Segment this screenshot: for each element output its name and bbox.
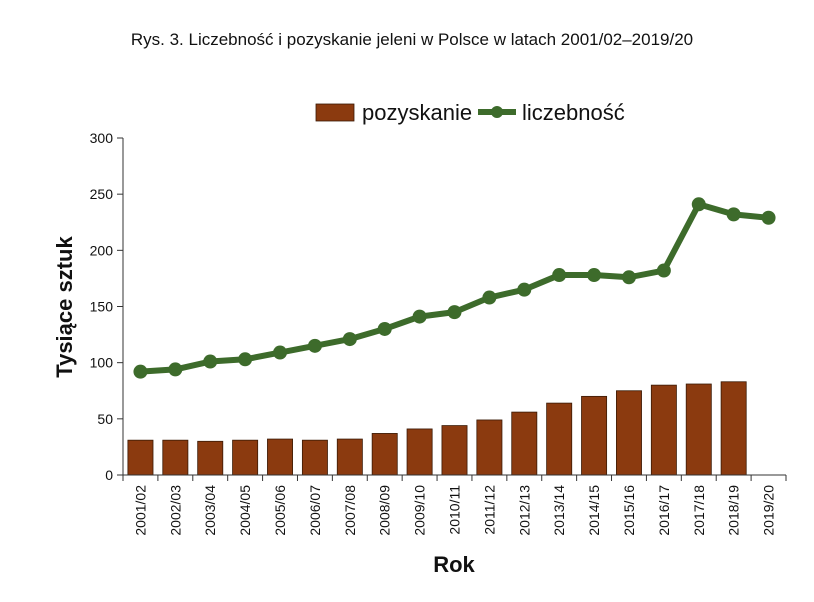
bar-pozyskanie-8 bbox=[406, 428, 433, 476]
bar-pozyskanie-6 bbox=[336, 438, 363, 476]
y-tick-label-0: 0 bbox=[105, 467, 113, 483]
y-tick-label-250: 250 bbox=[90, 186, 114, 202]
y-tick-label-150: 150 bbox=[90, 299, 114, 315]
bar-pozyskanie-1 bbox=[162, 439, 189, 476]
x-tick-label-14: 2015/16 bbox=[621, 485, 637, 536]
point-liczebnosc-3 bbox=[238, 352, 253, 367]
x-tick-label-10: 2011/12 bbox=[481, 485, 497, 535]
chart-title: Rys. 3. Liczebność i pozyskanie jeleni w… bbox=[131, 30, 693, 49]
legend: pozyskanie liczebność bbox=[315, 100, 625, 125]
x-tick-label-13: 2014/15 bbox=[586, 485, 602, 536]
bar-pozyskanie-3 bbox=[232, 439, 259, 476]
point-liczebnosc-1 bbox=[168, 362, 183, 377]
legend-marker-liczebnosc bbox=[491, 106, 503, 118]
point-liczebnosc-13 bbox=[587, 268, 602, 283]
bar-pozyskanie-12 bbox=[546, 402, 573, 476]
point-liczebnosc-5 bbox=[307, 338, 322, 353]
bar-pozyskanie-2 bbox=[197, 440, 224, 476]
point-liczebnosc-4 bbox=[273, 345, 288, 360]
point-liczebnosc-14 bbox=[621, 270, 636, 285]
legend-label-pozyskanie: pozyskanie bbox=[362, 100, 472, 125]
point-liczebnosc-0 bbox=[133, 364, 148, 379]
y-tick-label-100: 100 bbox=[90, 355, 114, 371]
point-liczebnosc-18 bbox=[761, 210, 776, 225]
bar-pozyskanie-9 bbox=[441, 425, 468, 476]
x-tick-label-3: 2004/05 bbox=[237, 485, 253, 536]
x-tick-label-16: 2017/18 bbox=[691, 485, 707, 536]
x-tick-label-11: 2012/13 bbox=[516, 485, 532, 536]
y-axis-title: Tysiące sztuk bbox=[52, 236, 77, 378]
point-liczebnosc-9 bbox=[447, 305, 462, 320]
bar-pozyskanie-15 bbox=[650, 384, 677, 476]
y-tick-label-50: 50 bbox=[97, 411, 113, 427]
point-liczebnosc-2 bbox=[203, 354, 218, 369]
bar-pozyskanie-10 bbox=[476, 419, 503, 476]
bar-pozyskanie-4 bbox=[267, 438, 293, 476]
y-axis-ticks: 0 50 100 150 200 250 300 bbox=[90, 130, 123, 483]
point-liczebnosc-12 bbox=[552, 268, 567, 283]
point-liczebnosc-6 bbox=[342, 332, 357, 347]
point-liczebnosc-10 bbox=[482, 290, 497, 305]
x-tick-label-17: 2018/19 bbox=[726, 485, 742, 536]
x-tick-label-2: 2003/04 bbox=[202, 485, 218, 536]
x-axis-title: Rok bbox=[433, 552, 475, 577]
line-liczebnosc bbox=[140, 201, 769, 375]
x-tick-label-12: 2013/14 bbox=[551, 485, 567, 536]
point-liczebnosc-17 bbox=[726, 207, 741, 222]
bar-pozyskanie-11 bbox=[511, 411, 538, 476]
x-tick-label-1: 2002/03 bbox=[167, 485, 183, 536]
point-liczebnosc-7 bbox=[377, 321, 392, 336]
y-tick-label-300: 300 bbox=[90, 130, 114, 146]
bar-series bbox=[127, 381, 747, 476]
bar-pozyskanie-16 bbox=[685, 383, 712, 476]
x-tick-label-5: 2006/07 bbox=[307, 485, 323, 536]
x-tick-label-0: 2001/02 bbox=[132, 485, 148, 536]
bar-pozyskanie-0 bbox=[127, 439, 154, 476]
x-tick-label-4: 2005/06 bbox=[272, 485, 288, 536]
axes bbox=[122, 138, 786, 476]
point-liczebnosc-16 bbox=[691, 197, 706, 212]
x-tick-label-9: 2010/11 bbox=[447, 485, 463, 535]
bar-pozyskanie-17 bbox=[720, 381, 747, 476]
y-tick-label-200: 200 bbox=[90, 242, 114, 258]
x-tick-label-7: 2008/09 bbox=[377, 485, 393, 536]
x-tick-label-18: 2019/20 bbox=[761, 485, 777, 536]
line-series bbox=[133, 197, 776, 379]
point-liczebnosc-8 bbox=[412, 309, 427, 324]
bar-pozyskanie-13 bbox=[581, 395, 608, 476]
x-axis-ticks: 2001/02 2002/03 2003/04 2004/05 2005/06 2006/… bbox=[122, 475, 787, 536]
point-liczebnosc-15 bbox=[656, 263, 671, 278]
bar-pozyskanie-5 bbox=[301, 439, 328, 476]
legend-swatch-pozyskanie bbox=[315, 103, 355, 122]
x-tick-label-8: 2009/10 bbox=[412, 485, 428, 536]
x-tick-label-6: 2007/08 bbox=[342, 485, 358, 536]
bar-pozyskanie-7 bbox=[371, 433, 398, 476]
bar-pozyskanie-14 bbox=[616, 390, 642, 476]
x-tick-label-15: 2016/17 bbox=[656, 485, 672, 536]
legend-label-liczebnosc: liczebność bbox=[522, 100, 625, 125]
point-liczebnosc-11 bbox=[517, 282, 532, 297]
